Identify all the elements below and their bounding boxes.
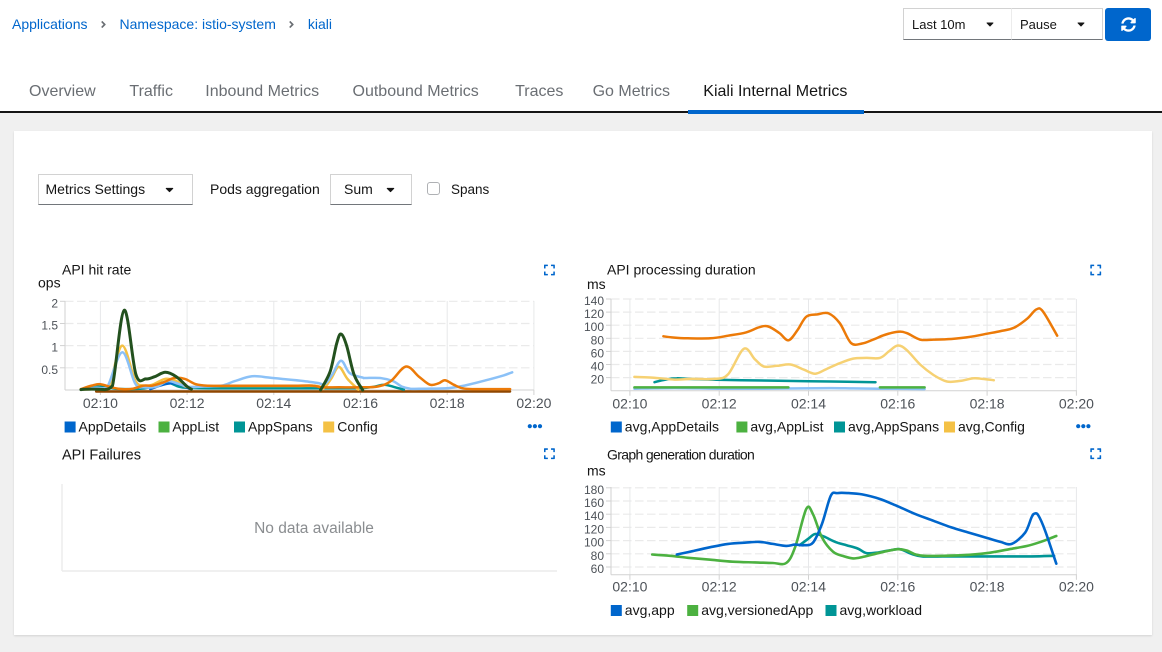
- svg-text:80: 80: [591, 549, 605, 563]
- svg-text:2: 2: [51, 296, 58, 310]
- svg-text:140: 140: [584, 509, 604, 523]
- svg-text:No data available: No data available: [254, 520, 374, 537]
- svg-text:API hit rate: API hit rate: [62, 262, 131, 278]
- svg-text:02:14: 02:14: [256, 395, 291, 411]
- svg-text:AppSpans: AppSpans: [248, 419, 313, 435]
- svg-text:02:12: 02:12: [702, 396, 737, 412]
- svg-text:40: 40: [591, 360, 605, 374]
- svg-text:1: 1: [51, 341, 58, 355]
- svg-text:ops: ops: [38, 275, 61, 291]
- svg-text:API processing duration: API processing duration: [607, 262, 756, 278]
- svg-text:AppList: AppList: [172, 419, 219, 435]
- svg-text:avg,AppDetails: avg,AppDetails: [625, 419, 719, 435]
- svg-text:140: 140: [584, 294, 604, 308]
- svg-text:120: 120: [584, 307, 604, 321]
- svg-text:60: 60: [591, 346, 605, 360]
- svg-text:120: 120: [584, 522, 604, 536]
- svg-text:0.5: 0.5: [41, 363, 58, 377]
- svg-text:1.5: 1.5: [41, 319, 58, 333]
- svg-text:API Failures: API Failures: [62, 448, 141, 464]
- svg-text:avg,app: avg,app: [625, 602, 675, 618]
- svg-text:avg,workload: avg,workload: [840, 602, 923, 618]
- svg-text:02:16: 02:16: [880, 579, 915, 595]
- svg-text:02:20: 02:20: [1059, 396, 1094, 412]
- svg-text:02:10: 02:10: [612, 396, 647, 412]
- svg-text:02:20: 02:20: [516, 395, 551, 411]
- svg-text:02:14: 02:14: [791, 396, 826, 412]
- svg-text:02:10: 02:10: [612, 579, 647, 595]
- svg-text:02:16: 02:16: [343, 395, 378, 411]
- svg-text:avg,AppList: avg,AppList: [750, 419, 823, 435]
- svg-text:02:10: 02:10: [83, 395, 118, 411]
- svg-text:02:14: 02:14: [791, 579, 826, 595]
- svg-text:100: 100: [584, 320, 604, 334]
- svg-text:20: 20: [591, 373, 605, 387]
- svg-text:Config: Config: [337, 419, 377, 435]
- svg-text:avg,versionedApp: avg,versionedApp: [701, 602, 813, 618]
- svg-text:02:20: 02:20: [1059, 579, 1094, 595]
- svg-text:avg,Config: avg,Config: [958, 419, 1025, 435]
- svg-text:02:18: 02:18: [970, 579, 1005, 595]
- svg-text:02:16: 02:16: [880, 396, 915, 412]
- svg-text:Graph generation duration: Graph generation duration: [607, 447, 754, 463]
- svg-text:60: 60: [591, 562, 605, 576]
- svg-text:160: 160: [584, 496, 604, 510]
- svg-text:80: 80: [591, 333, 605, 347]
- svg-text:180: 180: [584, 483, 604, 497]
- svg-text:avg,AppSpans: avg,AppSpans: [848, 419, 939, 435]
- svg-text:ms: ms: [587, 463, 606, 479]
- svg-text:ms: ms: [587, 276, 606, 292]
- svg-text:02:12: 02:12: [170, 395, 205, 411]
- svg-text:100: 100: [584, 536, 604, 550]
- svg-text:02:12: 02:12: [702, 579, 737, 595]
- svg-text:02:18: 02:18: [970, 396, 1005, 412]
- svg-text:AppDetails: AppDetails: [79, 419, 147, 435]
- svg-text:02:18: 02:18: [430, 395, 465, 411]
